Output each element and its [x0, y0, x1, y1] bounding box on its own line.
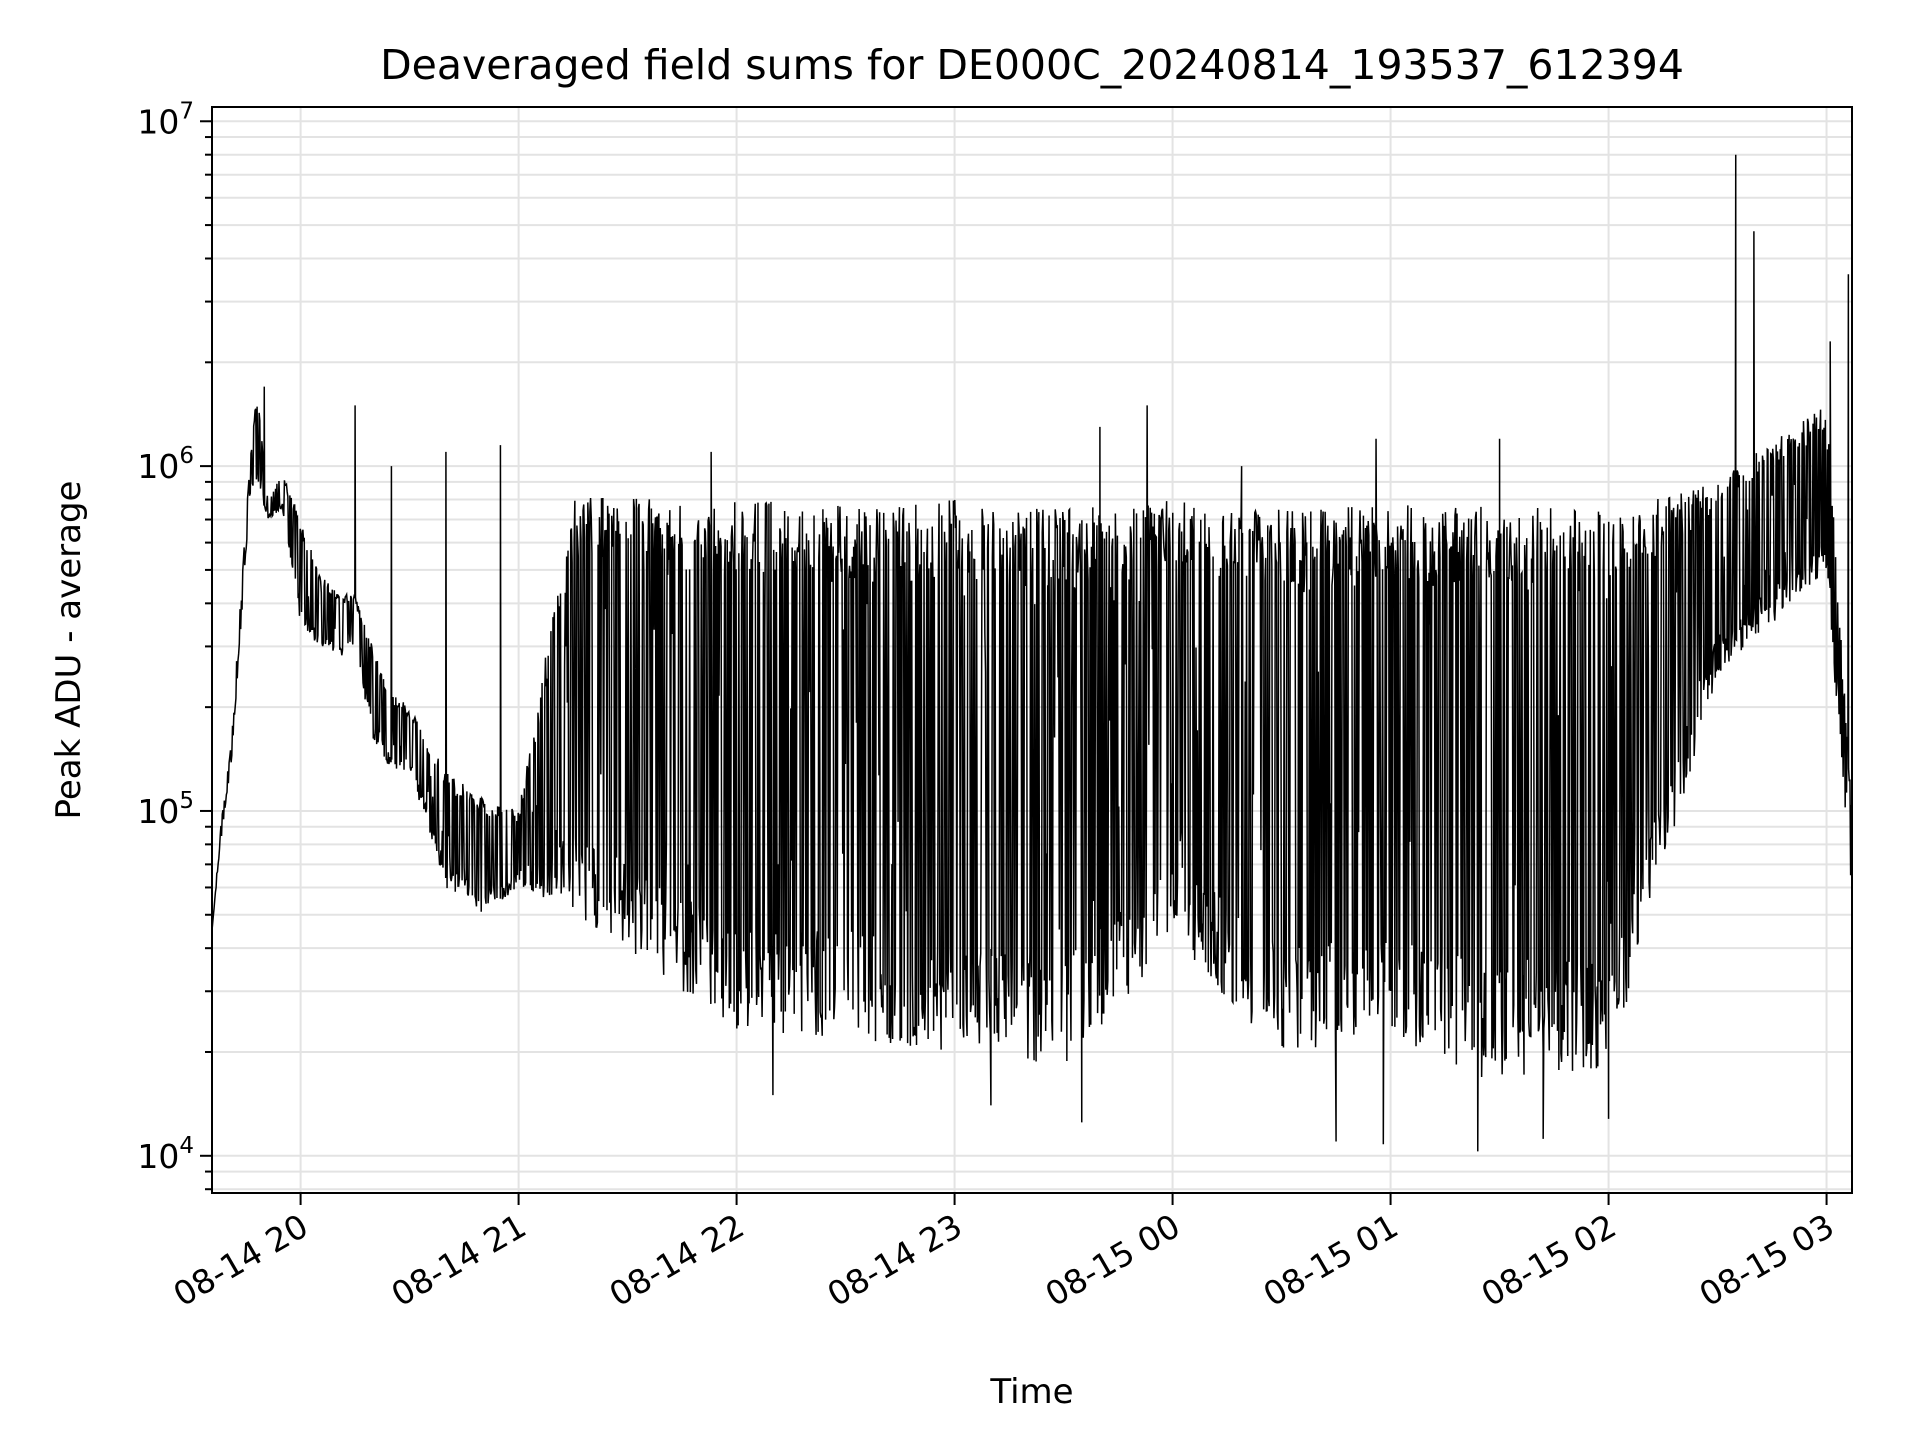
series-layer	[211, 154, 1853, 1152]
y-tick-label: 106	[137, 443, 194, 486]
y-axis: 104 105 106 107	[137, 98, 212, 1191]
y-axis-title: Peak ADU - average	[49, 481, 89, 820]
x-axis-title: Time	[989, 1372, 1073, 1412]
plot-frame	[211, 106, 1853, 1194]
y-tick-label: 107	[137, 98, 194, 141]
series-line	[211, 154, 1853, 1152]
y-tick-label: 104	[137, 1133, 194, 1176]
y-tick-label: 105	[137, 788, 194, 831]
chart-title: Deaveraged field sums for DE000C_2024081…	[380, 41, 1684, 89]
